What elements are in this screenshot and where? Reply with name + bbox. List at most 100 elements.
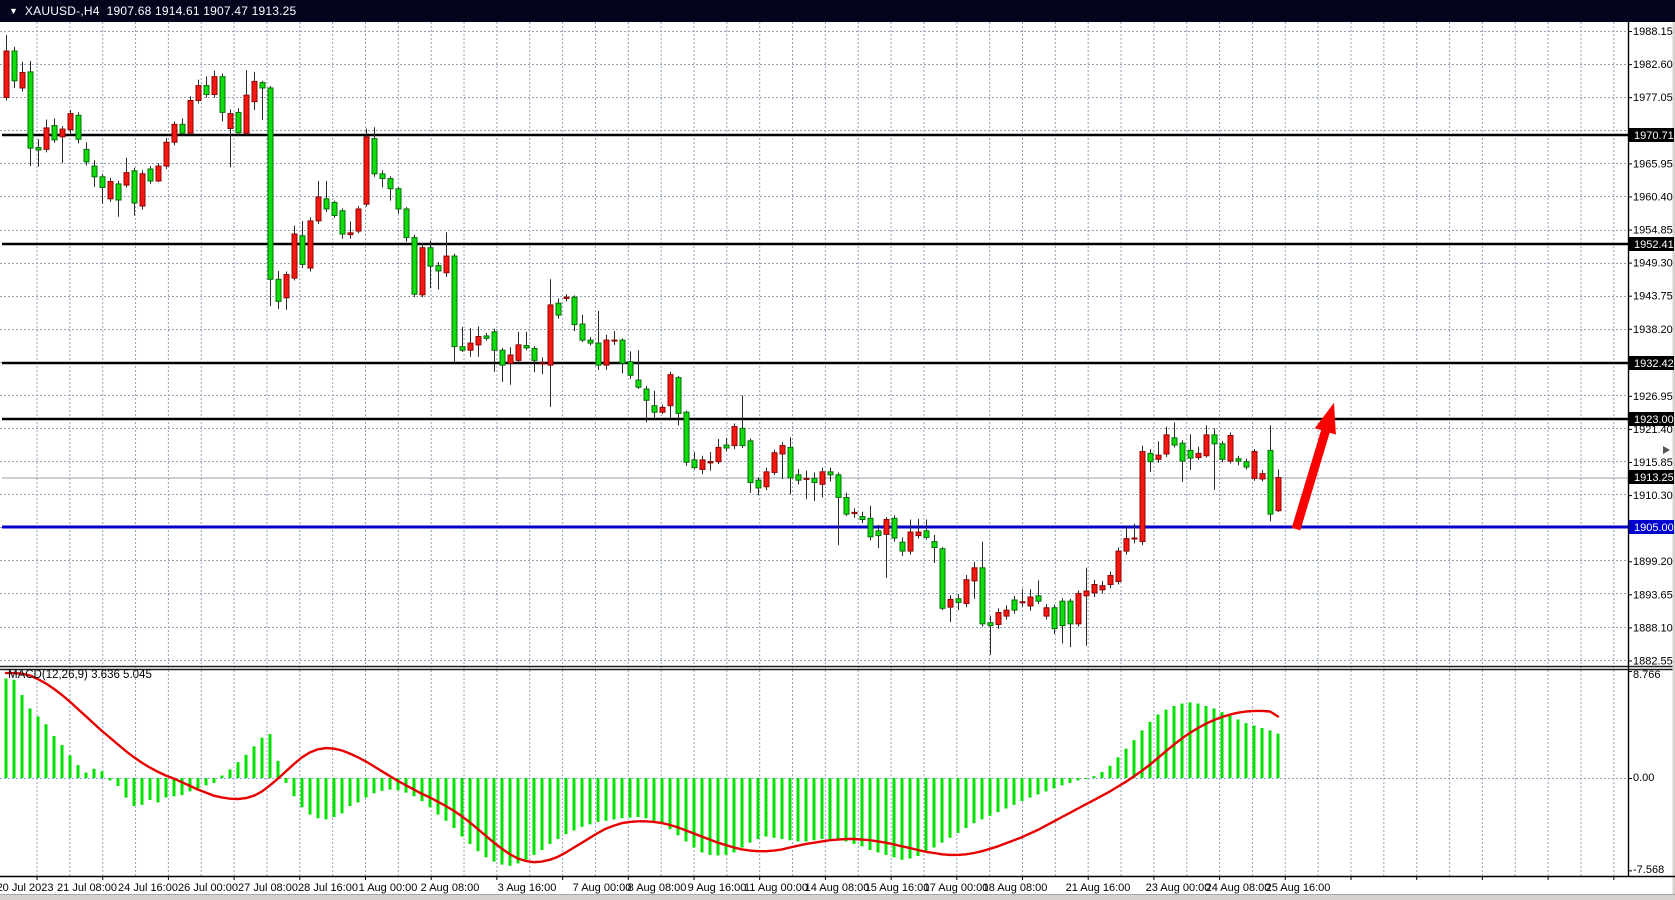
candle-body	[643, 388, 650, 401]
candle-body	[155, 165, 162, 182]
candle-body	[507, 354, 514, 364]
candle-body	[1155, 454, 1162, 460]
macd-bar	[780, 778, 784, 839]
price-tick-label: 1938.20	[1633, 324, 1673, 336]
candle-body	[1139, 451, 1146, 543]
chart-canvas[interactable]: MACD(12,26,9) 3.636 5.0451988.151982.601…	[0, 22, 1675, 894]
macd-bar	[28, 708, 32, 778]
up-arrow-annotation[interactable]	[1291, 402, 1336, 531]
macd-bar	[772, 778, 776, 838]
macd-bar	[308, 778, 312, 815]
macd-bar	[756, 778, 760, 839]
macd-bar	[1140, 730, 1144, 778]
macd-bar	[828, 778, 832, 839]
candle-body	[907, 531, 914, 552]
candle-body	[659, 406, 666, 413]
candle-body	[435, 265, 442, 272]
time-label: 21 Aug 16:00	[1066, 882, 1131, 894]
candle-body	[171, 123, 178, 143]
macd-bar	[1092, 776, 1096, 778]
candle-body	[1099, 585, 1106, 591]
candle-body	[347, 232, 354, 236]
candle-body	[875, 530, 882, 537]
macd-bar	[628, 778, 632, 818]
time-label: 17 Aug 00:00	[924, 882, 989, 894]
macd-bar	[1084, 778, 1088, 779]
macd-bar	[132, 778, 136, 807]
time-label: 8 Aug 08:00	[628, 882, 687, 894]
chevron-down-icon[interactable]: ▼	[9, 6, 18, 16]
macd-bar	[908, 778, 912, 859]
macd-bar	[1204, 706, 1208, 778]
macd-bar	[948, 778, 952, 838]
candle-body	[163, 141, 170, 167]
candle-body	[211, 76, 218, 96]
macd-bar	[252, 746, 256, 778]
macd-bar	[964, 778, 968, 829]
macd-tick-label: 0.00	[1633, 772, 1654, 784]
macd-bar	[572, 778, 576, 831]
candle-body	[11, 50, 18, 82]
candle-body	[675, 377, 682, 414]
chart-title: XAUUSD-,H4 1907.68 1914.61 1907.47 1913.…	[24, 4, 297, 18]
candle-body	[219, 76, 226, 113]
macd-bar	[620, 778, 624, 819]
time-label: 18 Aug 08:00	[983, 882, 1048, 894]
macd-bar	[452, 778, 456, 829]
candle-body	[963, 579, 970, 605]
macd-bar	[940, 778, 944, 843]
candle-body	[683, 411, 690, 463]
macd-bar	[764, 778, 768, 837]
macd-bar	[1164, 709, 1168, 778]
candle-body	[763, 471, 770, 488]
candle-body	[91, 165, 98, 178]
candle-body	[1131, 537, 1138, 540]
svg-text:1970.71: 1970.71	[1634, 130, 1674, 142]
macd-bar	[860, 778, 864, 847]
macd-bar	[84, 772, 88, 778]
candle-body	[923, 530, 930, 538]
macd-bar	[396, 778, 400, 791]
candle-body	[739, 427, 746, 447]
macd-bar	[716, 778, 720, 856]
candle-body	[299, 235, 306, 265]
candle-body	[883, 519, 890, 535]
candle-body	[115, 183, 122, 201]
candle-body	[843, 496, 850, 515]
time-label: 1 Aug 00:00	[359, 882, 418, 894]
candle-body	[611, 339, 618, 342]
price-tick-label: 1954.85	[1633, 225, 1673, 237]
candle-body	[571, 296, 578, 326]
price-tick-label: 1893.65	[1633, 589, 1673, 601]
macd-bar	[428, 778, 432, 808]
macd-bar	[1260, 727, 1264, 778]
macd-bar	[564, 778, 568, 835]
macd-bar	[836, 778, 840, 841]
candle-body	[787, 446, 794, 479]
macd-bar	[12, 679, 16, 778]
candle-body	[51, 125, 58, 141]
candle-body	[283, 274, 290, 299]
candle-body	[451, 255, 458, 348]
macd-bar	[148, 778, 152, 800]
time-label: 3 Aug 16:00	[498, 882, 557, 894]
macd-bar	[676, 778, 680, 836]
candle-body	[35, 147, 42, 151]
candle-body	[427, 247, 434, 267]
candle-body	[395, 188, 402, 210]
candle-body	[795, 474, 802, 481]
macd-bar	[924, 778, 928, 853]
macd-bar	[732, 778, 736, 853]
time-label: 7 Aug 00:00	[573, 882, 632, 894]
macd-bar	[540, 778, 544, 850]
chart-titlebar[interactable]: ▼ XAUUSD-,H4 1907.68 1914.61 1907.47 191…	[0, 0, 1675, 22]
macd-bar	[372, 778, 376, 794]
macd-bar	[604, 778, 608, 821]
candle-body	[587, 339, 594, 344]
candle-body	[1259, 473, 1266, 480]
macd-bar	[580, 778, 584, 827]
macd-bar	[1028, 778, 1032, 798]
macd-bar	[612, 778, 616, 820]
macd-bar	[420, 778, 424, 802]
candle-body	[1067, 600, 1074, 625]
